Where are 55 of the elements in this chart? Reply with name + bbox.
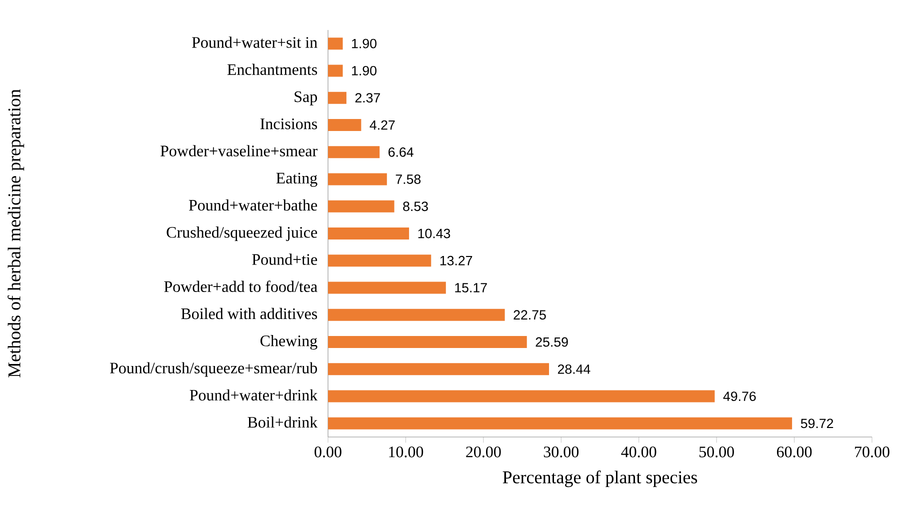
x-tick-label: 20.00	[466, 446, 501, 458]
y-tick-label: Incisions	[260, 118, 318, 130]
data-label: 1.90	[352, 38, 376, 48]
y-tick-label: Eating	[276, 172, 318, 187]
data-label: 13.27	[440, 256, 472, 266]
data-label: 15.17	[455, 283, 487, 292]
x-tick-label: 60.00	[776, 446, 812, 458]
bar	[328, 254, 432, 267]
data-label: 8.53	[403, 202, 428, 212]
y-tick-label: Powder+vaseline+smear	[160, 145, 318, 156]
bar	[328, 38, 343, 50]
x-tick-label: 70.00	[855, 446, 890, 458]
y-tick-label: Boil+drink	[248, 416, 318, 428]
y-tick-label: Boiled with additives	[181, 308, 318, 320]
data-label: 2.37	[355, 93, 380, 103]
bar	[328, 146, 380, 158]
data-label: 49.76	[723, 392, 756, 402]
y-tick-label: Pound+water+bathe	[188, 199, 318, 211]
y-tick-label: Enchantments	[227, 64, 318, 75]
y-tick-label: Pound/crush/squeeze+smear/rub	[110, 362, 317, 377]
y-tick-label: Powder+add to food/tea	[164, 280, 318, 292]
x-tick-label: 40.00	[621, 446, 656, 458]
bar	[328, 390, 715, 402]
data-label: 59.72	[800, 418, 834, 428]
bar	[328, 417, 792, 430]
y-tick-label: Chewing	[260, 335, 318, 350]
data-label: 7.58	[396, 174, 421, 184]
bar	[328, 308, 505, 321]
bar	[328, 200, 394, 212]
data-label: 1.90	[352, 66, 376, 76]
y-tick-label: Pound+water+drink	[190, 389, 318, 401]
y-tick-label: Pound+tie	[252, 254, 318, 265]
bar	[328, 363, 550, 376]
data-label: 10.43	[418, 228, 450, 238]
y-axis-title: Methods of herbal medicine preparation	[8, 89, 24, 378]
x-tick-label: 30.00	[544, 446, 579, 458]
y-tick-label: Sap	[294, 91, 317, 106]
bar	[328, 336, 527, 348]
bar	[328, 173, 387, 186]
bar	[328, 118, 362, 131]
bar	[328, 282, 446, 294]
y-tick-label: Crushed/squeezed juice	[166, 226, 318, 242]
x-tick-label: 10.00	[389, 446, 424, 458]
bar	[328, 92, 346, 104]
data-label: 25.59	[536, 337, 568, 347]
x-tick-label: 0.00	[314, 446, 342, 458]
data-label: 28.44	[558, 364, 590, 374]
data-label: 6.64	[388, 147, 414, 157]
bar	[328, 227, 410, 240]
x-axis-title: Percentage of plant species	[502, 470, 698, 488]
data-label: 22.75	[514, 310, 546, 320]
bar	[328, 64, 343, 77]
data-label: 4.27	[370, 120, 395, 130]
y-tick-label: Pound+water+sit in	[192, 36, 318, 48]
x-tick-label: 50.00	[699, 446, 734, 458]
